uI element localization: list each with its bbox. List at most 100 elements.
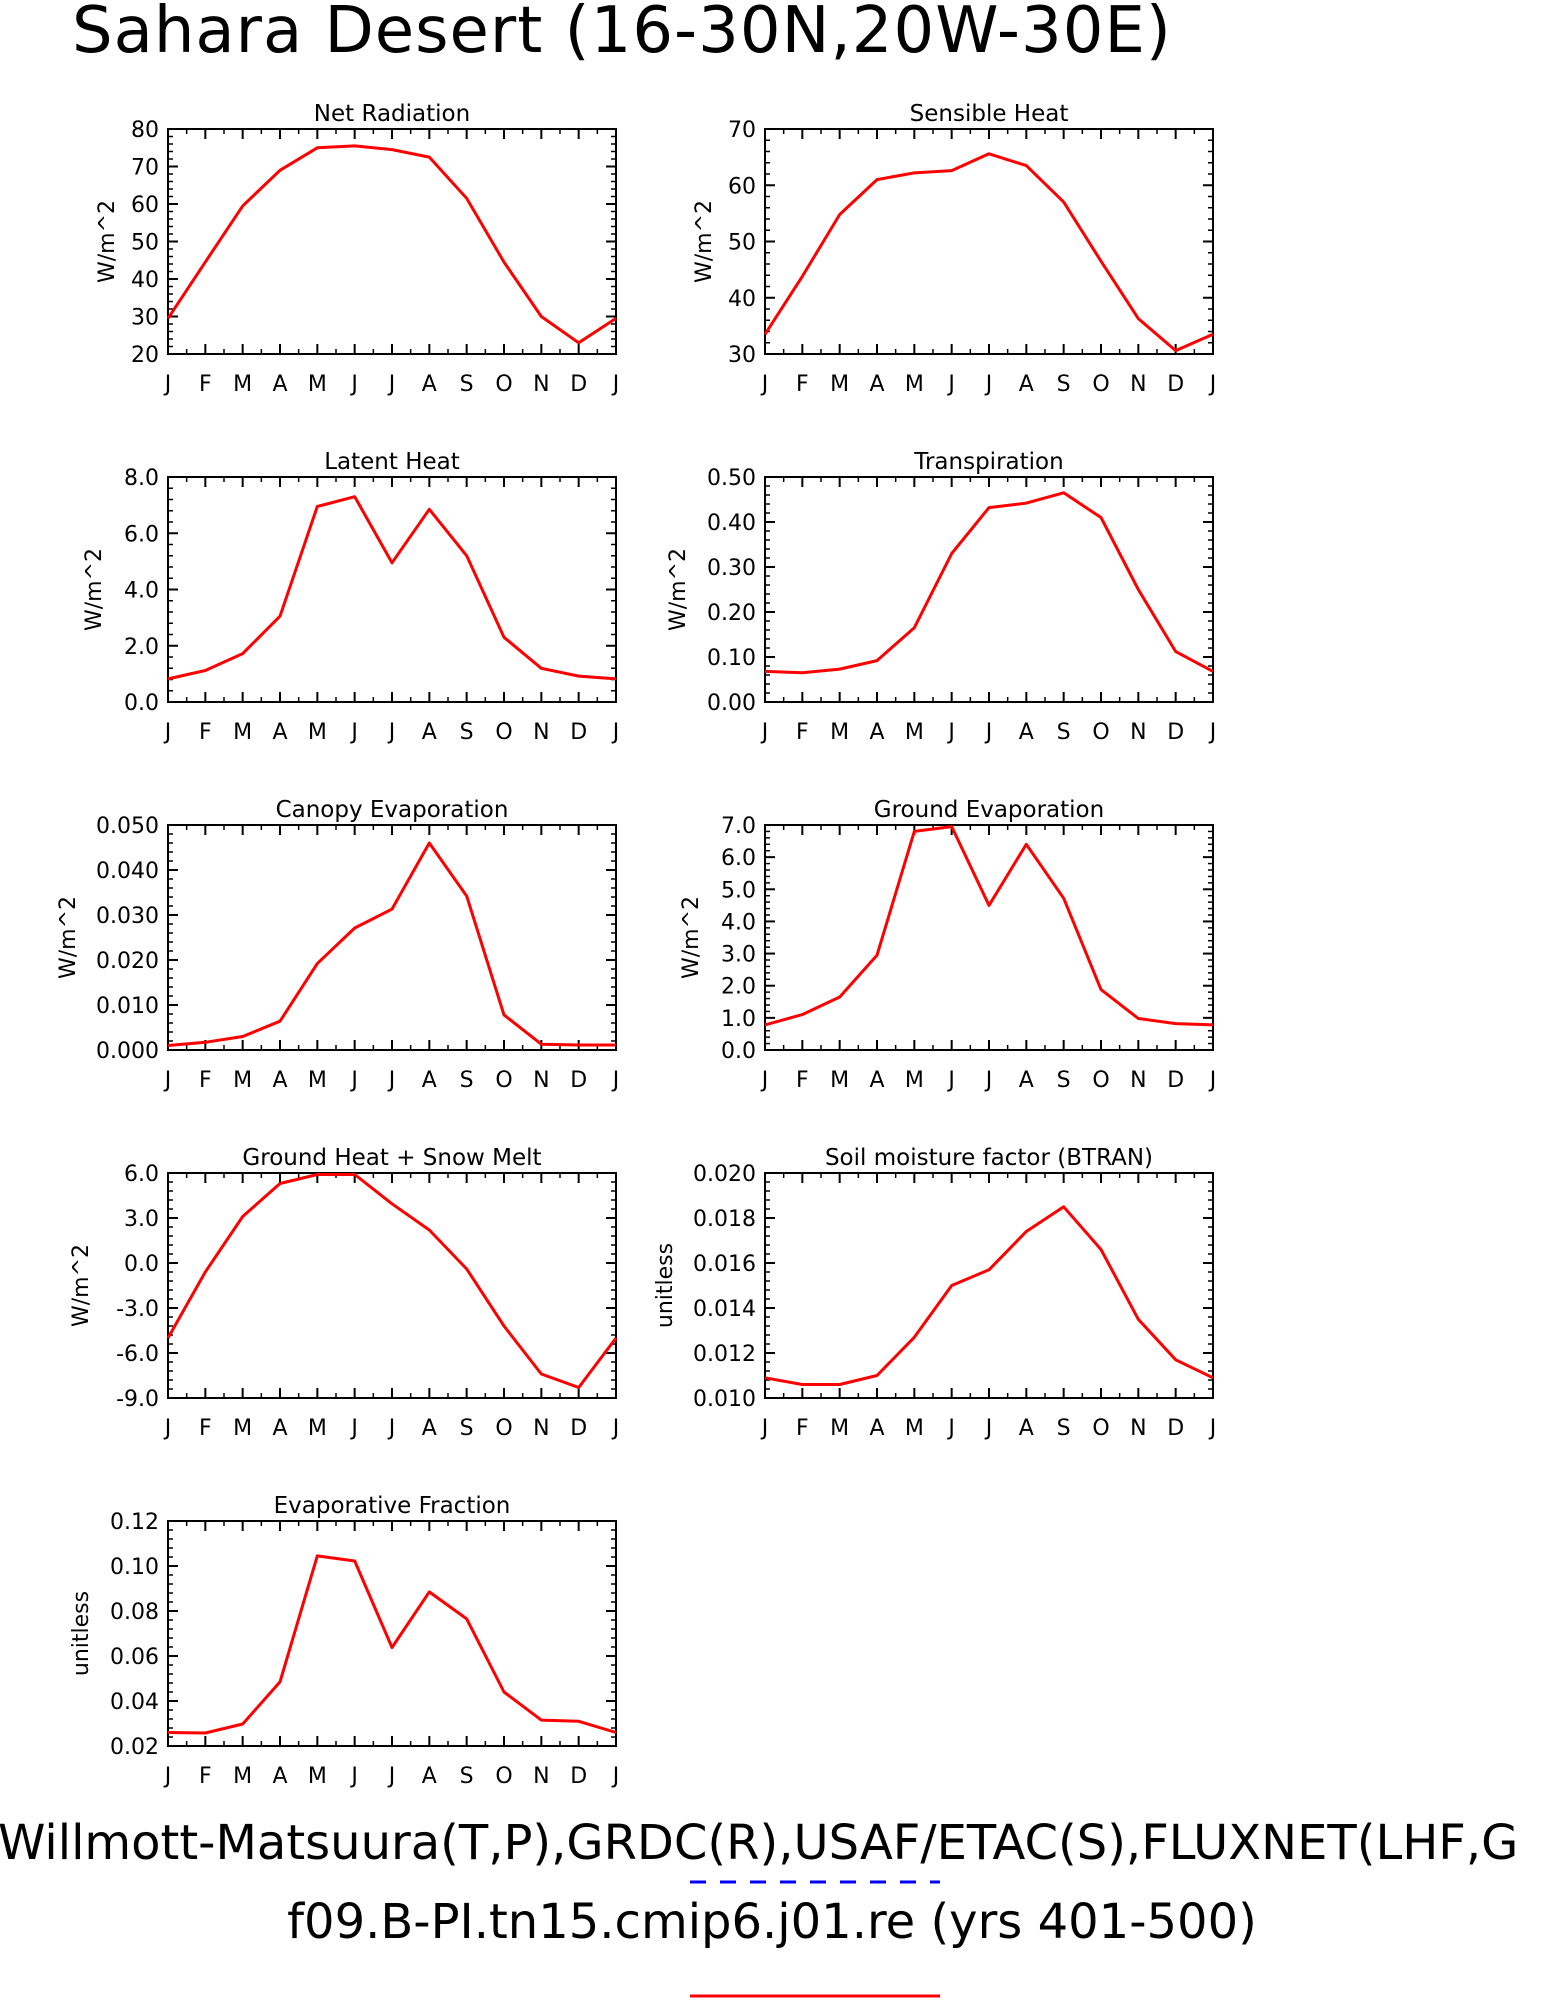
x-tick-label: N — [1130, 1416, 1146, 1441]
x-tick-label: F — [199, 1416, 212, 1441]
x-tick-label: M — [830, 1416, 849, 1441]
x-tick-label: F — [796, 1416, 809, 1441]
x-tick-label: J — [984, 1068, 993, 1093]
x-tick-label: F — [199, 1764, 212, 1789]
panel-7: Soil moisture factor (BTRAN)J F M A M J J A S O N D… — [653, 1145, 1216, 1441]
x-tick-label: A — [272, 372, 287, 397]
x-tick-label: A — [869, 1416, 884, 1441]
x-tick-label: M — [233, 1416, 252, 1441]
footer-line-2: f09.B-PI.tn15.cmip6.j01.re (yrs 401-500) — [287, 1894, 1257, 1950]
panel-title: Canopy Evaporation — [276, 797, 509, 823]
y-tick-label: -3.0 — [116, 1297, 159, 1322]
y-tick-label: 7.0 — [721, 814, 756, 839]
y-tick-label: 0.08 — [110, 1600, 159, 1625]
y-axis-label: W/m^2 — [69, 1244, 94, 1327]
x-tick-label: J — [611, 720, 620, 745]
plot-frame — [167, 1172, 617, 1399]
x-tick-label: O — [1092, 720, 1109, 745]
y-tick-label: 2.0 — [721, 975, 756, 1000]
series-line — [764, 491, 1214, 675]
x-tick-label: J — [611, 1764, 620, 1789]
x-tick-label: S — [1057, 1068, 1071, 1093]
x-tick-label: J — [984, 720, 993, 745]
x-tick-label: J — [387, 720, 396, 745]
y-tick-label: 0.02 — [110, 1735, 159, 1760]
x-tick-label: J — [611, 1068, 620, 1093]
x-tick-label: A — [272, 1764, 287, 1789]
y-tick-label: 4.0 — [124, 579, 159, 604]
x-tick-label: A — [422, 720, 437, 745]
x-tick-label: D — [1167, 720, 1184, 745]
x-tick-label: O — [1092, 1416, 1109, 1441]
panel-title: Ground Evaporation — [874, 797, 1104, 823]
x-tick-label: D — [570, 372, 587, 397]
series-line — [764, 825, 1214, 1027]
x-tick-label: J — [760, 1068, 769, 1093]
y-axis-label: W/m^2 — [95, 200, 120, 283]
x-tick-label: A — [422, 1068, 437, 1093]
x-tick-label: S — [460, 720, 474, 745]
x-tick-label: J — [163, 372, 172, 397]
y-tick-label: 0.50 — [707, 466, 756, 491]
x-tick-label: M — [905, 1068, 924, 1093]
y-tick-label: 0.20 — [707, 601, 756, 626]
x-tick-label: D — [570, 1068, 587, 1093]
x-tick-label: N — [533, 1764, 549, 1789]
x-tick-label: M — [905, 372, 924, 397]
y-tick-label: 6.0 — [721, 846, 756, 871]
y-axis-label: W/m^2 — [679, 896, 704, 979]
x-tick-label: O — [1092, 372, 1109, 397]
x-tick-label: O — [495, 720, 512, 745]
panel-title: Soil moisture factor (BTRAN) — [825, 1145, 1153, 1171]
x-tick-label: M — [905, 720, 924, 745]
y-tick-label: 50 — [131, 231, 159, 256]
y-tick-label: 0.04 — [110, 1690, 159, 1715]
x-tick-label: J — [1208, 372, 1217, 397]
x-tick-label: J — [349, 1764, 358, 1789]
y-tick-label: 20 — [131, 343, 159, 368]
y-tick-label: 80 — [131, 118, 159, 143]
plot-frame — [764, 128, 1214, 355]
x-tick-label: A — [1019, 720, 1034, 745]
figure-title: Sahara Desert (16-30N,20W-30E) — [72, 0, 1172, 68]
x-tick-label: J — [1208, 720, 1217, 745]
x-tick-label: J — [760, 372, 769, 397]
x-tick-label: M — [308, 1764, 327, 1789]
x-tick-label: N — [1130, 1068, 1146, 1093]
series-line — [763, 152, 1214, 353]
y-tick-label: 6.0 — [124, 1162, 159, 1187]
x-tick-label: J — [349, 1068, 358, 1093]
x-tick-label: M — [233, 372, 252, 397]
y-axis-label: unitless — [653, 1243, 678, 1328]
y-tick-label: 0.010 — [693, 1387, 756, 1412]
y-tick-label: 0.010 — [96, 994, 159, 1019]
x-tick-label: J — [611, 1416, 620, 1441]
plot-frame — [764, 824, 1214, 1051]
y-tick-label: 0.018 — [693, 1207, 756, 1232]
x-tick-label: F — [199, 1068, 212, 1093]
y-tick-label: 0.000 — [96, 1039, 159, 1064]
x-tick-label: J — [611, 372, 620, 397]
y-tick-label: 0.00 — [707, 691, 756, 716]
y-tick-label: 30 — [728, 343, 756, 368]
x-tick-label: J — [946, 720, 955, 745]
x-tick-label: A — [422, 1416, 437, 1441]
y-axis-label: unitless — [69, 1591, 94, 1676]
y-tick-label: -6.0 — [116, 1342, 159, 1367]
series-line — [764, 1205, 1214, 1386]
x-tick-label: J — [349, 1416, 358, 1441]
x-tick-label: J — [163, 1068, 172, 1093]
x-tick-label: M — [308, 372, 327, 397]
x-tick-label: A — [272, 720, 287, 745]
x-tick-label: A — [869, 372, 884, 397]
y-tick-label: 0.016 — [693, 1252, 756, 1277]
x-tick-label: M — [830, 372, 849, 397]
y-tick-label: 0.0 — [721, 1039, 756, 1064]
x-tick-label: F — [796, 372, 809, 397]
x-tick-label: M — [830, 720, 849, 745]
